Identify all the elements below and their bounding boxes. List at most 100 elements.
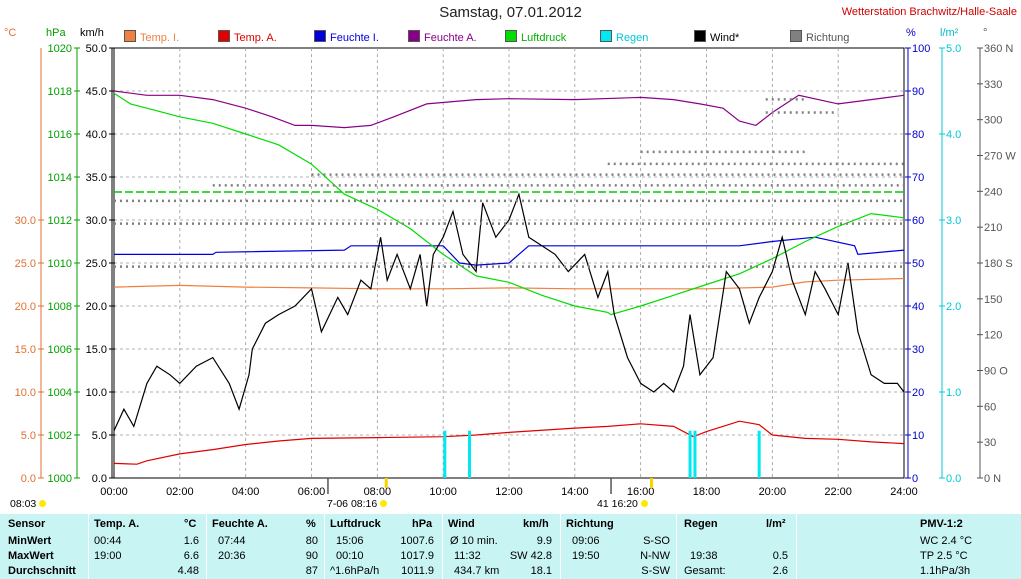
sun-icon	[640, 500, 648, 507]
axis-label-direction: 270 W	[984, 151, 1016, 163]
axis-label-wind: 25.0	[86, 258, 107, 270]
x-tick-label: 12:00	[495, 486, 523, 498]
sunset-label: 16:20	[611, 498, 638, 510]
temp-min-val: 1.6	[183, 535, 199, 547]
axis-label-pressure: 1002	[48, 430, 72, 442]
dir-avg-val: S-SW	[641, 565, 670, 577]
axis-label-humidity: 0	[912, 473, 918, 485]
pmv-pressure-trend: 1.1hPa/3h	[920, 565, 971, 577]
legend-swatch	[505, 30, 517, 42]
axis-label-pressure: 1018	[48, 86, 72, 98]
wind-distance: 434.7 km	[454, 565, 500, 577]
axis-label-wind: 40.0	[86, 129, 107, 141]
temp-min-time: 00:44	[94, 535, 122, 547]
axis-label-temp: 5.0	[21, 430, 36, 442]
axis-label-humidity: 60	[912, 215, 924, 227]
axis-label-rain: 4.0	[946, 129, 961, 141]
axis-label-direction: 210	[984, 222, 1002, 234]
press-avg-val: 1011.9	[401, 565, 434, 577]
x-tick-label: 02:00	[166, 486, 194, 498]
sunrise-time: 08:03	[10, 498, 47, 510]
dir-max-time: 19:50	[572, 550, 600, 562]
col-unit-rain: l/m²	[766, 518, 786, 530]
axis-label-direction: 30	[984, 437, 996, 449]
legend-label: Feuchte I.	[330, 32, 379, 44]
col-unit-humidity: %	[306, 518, 316, 530]
page-title: Samstag, 07.01.2012	[439, 4, 582, 21]
hum-avg-val: 87	[305, 565, 318, 577]
dir-min-time: 09:06	[572, 535, 600, 547]
col-header-temp: Temp. A.	[94, 518, 140, 530]
axis-label-humidity: 40	[912, 301, 924, 313]
axis-label-humidity: 70	[912, 172, 924, 184]
legend-label: Richtung	[806, 32, 850, 44]
axis-label-humidity: 100	[912, 43, 930, 55]
axis-label-direction: 120	[984, 330, 1002, 342]
axis-label-direction: 300	[984, 115, 1002, 127]
press-min-val: 1007.6	[400, 535, 434, 547]
rain-total-label: Gesamt:	[684, 565, 726, 577]
legend-label: Temp. A.	[234, 32, 277, 44]
divider	[796, 514, 797, 579]
legend-item: Feuchte A.	[408, 30, 477, 44]
temp-max-time: 19:00	[94, 550, 122, 562]
dir-min-val: S-SO	[643, 535, 670, 547]
axis-label-pressure: 1006	[48, 344, 72, 356]
rain-axis-unit: l/m²	[940, 27, 959, 39]
axis-label-wind: 50.0	[86, 43, 107, 55]
axis-label-temp: 0.0	[21, 473, 36, 485]
axis-label-direction: 360 N	[984, 43, 1013, 55]
legend-swatch	[218, 30, 230, 42]
legend-swatch	[694, 30, 706, 42]
rain-max-val: 0.5	[772, 550, 788, 562]
axis-label-direction: 240	[984, 186, 1002, 198]
row-label-avg: Durchschnitt	[8, 565, 76, 577]
hum-min-time: 07:44	[218, 535, 246, 547]
pmv-dewpoint: TP 2.5 °C	[920, 550, 968, 562]
marker-a-label: 7-06	[327, 498, 349, 510]
axis-label-pressure: 1008	[48, 301, 72, 313]
divider	[88, 514, 89, 579]
series-line	[113, 90, 905, 129]
axis-label-wind: 30.0	[86, 215, 107, 227]
temp-max-val: 6.6	[183, 550, 199, 562]
pmv-windchill: WC 2.4 °C	[920, 535, 973, 547]
x-tick-label: 22:00	[824, 486, 852, 498]
hum-min-val: 80	[305, 535, 318, 547]
axis-label-direction: 60	[984, 401, 996, 413]
marker-b-label: 41	[597, 498, 609, 510]
col-header-wind: Wind	[448, 518, 475, 530]
legend-swatch	[314, 30, 326, 42]
x-tick-label: 20:00	[759, 486, 787, 498]
axis-label-direction: 0 N	[984, 473, 1001, 485]
row-label-max: MaxWert	[8, 550, 54, 562]
rain-total-val: 2.6	[772, 565, 788, 577]
series-line	[113, 277, 905, 290]
col-unit-pressure: hPa	[412, 518, 433, 530]
legend-label: Luftdruck	[521, 32, 567, 44]
axis-label-wind: 20.0	[86, 301, 107, 313]
series-line	[113, 420, 905, 465]
axis-label-humidity: 80	[912, 129, 924, 141]
legend-item: Wind*	[694, 30, 739, 44]
x-tick-label: 10:00	[429, 486, 457, 498]
axis-label-direction: 330	[984, 79, 1002, 91]
row-label-min: MinWert	[8, 535, 52, 547]
sunrise-label: 08:03	[10, 498, 37, 510]
divider	[206, 514, 207, 579]
sunset-marker: 41 16:20	[597, 498, 648, 510]
direction-axis-unit: °	[983, 27, 988, 39]
axis-label-rain: 2.0	[946, 301, 961, 313]
x-tick-label: 14:00	[561, 486, 589, 498]
axis-label-temp: 15.0	[15, 344, 36, 356]
axis-label-temp: 10.0	[15, 387, 36, 399]
axis-label-temp: 25.0	[15, 258, 36, 270]
divider	[324, 514, 325, 579]
station-name: Wetterstation Brachwitz/Halle-Saale	[841, 6, 1017, 18]
weather-chart: 00:00 02:00 04:00 06:00 08:00 10:00 12:00 14:00…	[15, 43, 1017, 498]
axis-label-pressure: 1004	[48, 387, 72, 399]
press-min-time: 15:06	[336, 535, 364, 547]
axis-label-temp: 30.0	[15, 215, 36, 227]
legend-swatch	[408, 30, 420, 42]
legend-item: Temp. I.	[124, 30, 179, 44]
